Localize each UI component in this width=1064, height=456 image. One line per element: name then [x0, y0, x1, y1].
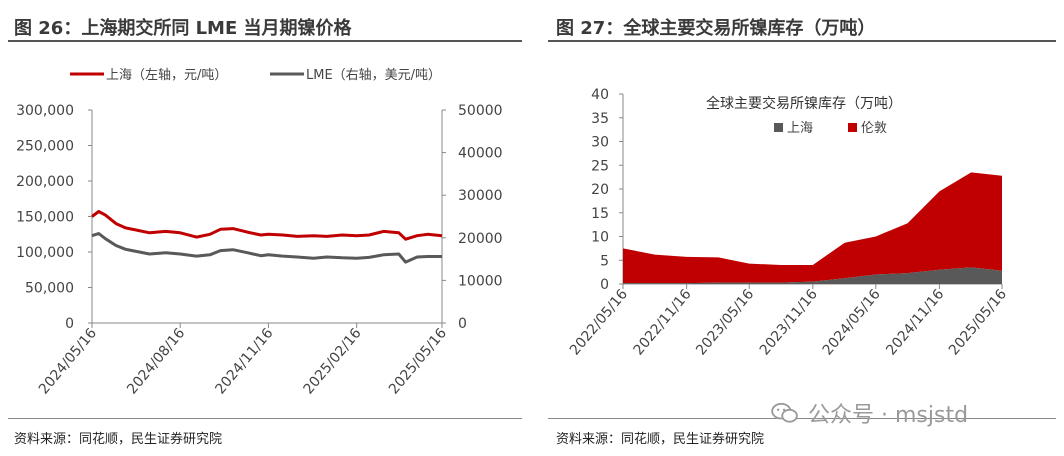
y-right-tick-label: 10000 — [458, 273, 503, 289]
x-tick-label: 2023/11/16 — [757, 286, 821, 358]
y-right-tick-label: 20000 — [458, 231, 503, 247]
lme-price-line — [91, 232, 442, 264]
y-left-tick-label: 150,000 — [16, 210, 74, 226]
x-tick-label: 2025/05/16 — [386, 325, 450, 397]
y-left-tick-label: 0 — [65, 316, 74, 332]
right-bottom-rule — [548, 418, 1056, 419]
legend-label: 上海 — [787, 121, 813, 136]
legend-label: LME（右轴，美元/吨） — [306, 68, 441, 83]
legend-label: 上海（左轴，元/吨） — [106, 68, 227, 83]
left-bottom-rule — [8, 418, 522, 419]
y-right-tick-label: 50000 — [458, 103, 503, 119]
x-tick-label: 2024/08/16 — [124, 325, 188, 397]
left-title-rule — [8, 40, 522, 42]
x-tick-label: 2022/05/16 — [567, 286, 631, 358]
x-tick-label: 2024/11/16 — [883, 286, 947, 358]
y-tick-label: 25 — [591, 158, 609, 174]
x-tick-label: 2025/02/16 — [301, 325, 365, 397]
y-left-tick-label: 50,000 — [25, 281, 74, 297]
y-left-tick-label: 300,000 — [16, 103, 74, 119]
y-left-tick-label: 250,000 — [16, 139, 74, 155]
legend-swatch — [848, 123, 857, 132]
x-tick-label: 2024/05/16 — [36, 325, 100, 397]
right-source-note: 资料来源：同花顺，民生证券研究院 — [556, 432, 765, 447]
x-tick-label: 2024/05/16 — [820, 286, 884, 358]
chart-inner-title: 全球主要交易所镍库存（万吨） — [706, 95, 902, 112]
right-chart-title: 图 27：全球主要交易所镍库存（万吨） — [556, 18, 876, 39]
y-tick-label: 40 — [591, 87, 609, 103]
watermark-text: 公众号 · msjstd — [808, 403, 969, 428]
y-left-tick-label: 200,000 — [16, 174, 74, 190]
x-tick-label: 2025/05/16 — [946, 286, 1010, 358]
shanghai-price-line — [91, 210, 443, 241]
y-tick-label: 35 — [591, 111, 609, 127]
shanghai-inventory-area — [623, 267, 1002, 284]
y-tick-label: 5 — [600, 253, 609, 269]
london-inventory-area — [623, 172, 1002, 284]
y-right-tick-label: 0 — [458, 316, 467, 332]
legend-label: 伦敦 — [861, 120, 887, 136]
x-tick-label: 2022/11/16 — [631, 286, 695, 358]
right-title-rule — [548, 40, 1056, 42]
y-tick-label: 30 — [591, 135, 609, 151]
y-tick-label: 15 — [591, 206, 609, 222]
y-tick-label: 0 — [600, 277, 609, 293]
left-chart-title: 图 26：上海期交所同 LME 当月期镍价格 — [14, 18, 352, 39]
watermark: 公众号 · msjstd — [770, 397, 968, 429]
y-left-tick-label: 100,000 — [16, 245, 74, 261]
left-source-note: 资料来源：同花顺，民生证券研究院 — [14, 432, 223, 447]
y-right-tick-label: 40000 — [458, 146, 503, 162]
x-tick-label: 2023/05/16 — [693, 286, 757, 358]
x-tick-label: 2024/11/16 — [212, 325, 276, 397]
y-tick-label: 20 — [591, 182, 609, 198]
y-tick-label: 10 — [591, 230, 609, 246]
y-right-tick-label: 30000 — [458, 188, 503, 204]
left-line-chart: 0 50,000 100,000 150,000 200,000 250,000 300,0… — [16, 68, 503, 397]
legend-swatch — [774, 123, 783, 132]
wechat-icon — [771, 402, 798, 423]
